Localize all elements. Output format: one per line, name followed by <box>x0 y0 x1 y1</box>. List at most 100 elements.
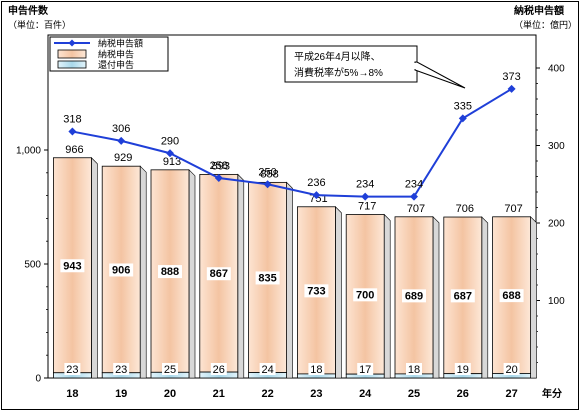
line-path <box>72 88 513 198</box>
left-axis-unit: （単位：百件） <box>8 19 71 30</box>
refund-value-label: 18 <box>408 364 420 376</box>
total-label: 929 <box>114 152 132 164</box>
bar-value-label: 867 <box>210 268 228 280</box>
annotation-line-2: 消費税率が5%→8% <box>294 66 383 79</box>
line-point <box>166 149 174 158</box>
bar-side <box>335 206 342 379</box>
refund-label-bg <box>357 363 374 375</box>
line-point <box>263 180 272 189</box>
bar-label-bg <box>402 289 426 303</box>
bar-label-bg <box>353 288 378 302</box>
right-tick-label: 300 <box>548 141 565 152</box>
line-value-label: 335 <box>454 100 472 112</box>
category-label: 22 <box>261 388 273 400</box>
line-value-label: 318 <box>63 114 81 126</box>
total-label: 893 <box>212 160 230 172</box>
line-value-label: 290 <box>161 135 179 147</box>
right-axis-title: 納税申告額 <box>514 4 564 17</box>
line-value-label: 234 <box>405 179 423 191</box>
refund-label-bg <box>210 363 227 375</box>
bar-value-label: 906 <box>112 264 130 276</box>
refund-value-label: 26 <box>213 364 225 376</box>
bar-value-label: 943 <box>63 260 81 272</box>
category-label: 27 <box>505 388 517 400</box>
right-tick-label: 200 <box>548 219 565 230</box>
bar-side <box>481 216 489 379</box>
category-label: 20 <box>164 388 176 400</box>
refund-value-label: 25 <box>164 364 176 376</box>
bar-side <box>383 213 391 379</box>
bar-side <box>286 181 293 379</box>
left-tick-label: 0 <box>35 374 41 385</box>
bar-value-label: 835 <box>258 272 276 284</box>
right-tick-label: 100 <box>548 296 565 307</box>
bar-label-bg <box>255 271 280 285</box>
total-label: 706 <box>456 203 474 215</box>
category-label: 21 <box>213 388 225 400</box>
line-point <box>117 136 126 145</box>
legend-diamond-marker <box>68 39 76 47</box>
line-value-label: 258 <box>210 160 228 172</box>
line-point <box>507 84 516 93</box>
line-value-label: 236 <box>307 177 325 189</box>
bar-label-bg <box>60 259 85 273</box>
line-point <box>410 192 418 201</box>
legend-label-line: 納税申告額 <box>98 38 143 49</box>
refund-value-label: 18 <box>310 364 322 376</box>
annotation-line-1: 平成26年4月以降、 <box>294 50 381 63</box>
right-tick-label: 400 <box>548 64 565 75</box>
bar-label-bg <box>206 267 231 281</box>
line-point <box>361 192 370 201</box>
bar-value-label: 688 <box>502 290 520 302</box>
right-axis-unit: （単位：億円） <box>514 19 577 30</box>
legend-bar-swatch <box>57 49 87 59</box>
right-axis: 100 200 300 400 <box>536 64 565 363</box>
category-label: 23 <box>310 388 322 400</box>
line-value-label: 234 <box>356 179 374 191</box>
line-point <box>312 191 321 200</box>
refund-label-bg <box>503 363 520 375</box>
refund-value-label: 23 <box>66 364 78 376</box>
bar-side <box>237 173 245 379</box>
refund-label-bg <box>406 363 422 375</box>
left-tick-label: 1,000 <box>16 146 41 157</box>
line-point <box>68 127 77 136</box>
refund-value-label: 24 <box>261 364 273 376</box>
left-axis: 0 500 1,000 <box>16 146 48 385</box>
refund-label-bg <box>259 363 276 375</box>
refund-value-label: 20 <box>505 364 517 376</box>
category-labels: 18 19 20 21 22 23 24 25 26 27 <box>66 388 517 400</box>
total-label: 858 <box>260 168 278 180</box>
refund-label-bg <box>162 363 178 375</box>
refund-label-bg <box>64 363 81 375</box>
total-label: 966 <box>65 144 83 156</box>
total-label: 707 <box>504 203 522 215</box>
bar-value-label: 700 <box>356 289 374 301</box>
bar-value-label: 733 <box>307 285 325 297</box>
bar-label-bg <box>109 263 134 277</box>
category-label: 18 <box>66 388 78 400</box>
legend: 納税申告額 納税申告 還付申告 <box>49 36 169 72</box>
annotation-box <box>284 45 418 83</box>
x-unit-label: 年分 <box>542 387 562 400</box>
category-label: 24 <box>359 388 372 400</box>
bar-side <box>139 165 147 379</box>
bar-label-bg <box>304 284 329 298</box>
bar-value-label: 689 <box>405 290 423 302</box>
refund-label-bg <box>454 363 471 375</box>
refund-value-label: 19 <box>457 364 469 376</box>
bar-label-bg <box>450 289 475 303</box>
line-value-label: 250 <box>258 166 276 178</box>
bar-value-label: 888 <box>161 266 179 278</box>
refund-value-label: 17 <box>359 364 371 376</box>
refund-label-bg <box>308 363 325 375</box>
bar-side <box>91 157 98 379</box>
legend-label-refund: 還付申告 <box>98 59 134 70</box>
bar-label-bg <box>158 265 182 279</box>
bar-side <box>188 169 196 379</box>
total-label: 717 <box>358 201 376 213</box>
left-tick-label: 500 <box>24 260 41 271</box>
bar-side <box>432 216 440 379</box>
